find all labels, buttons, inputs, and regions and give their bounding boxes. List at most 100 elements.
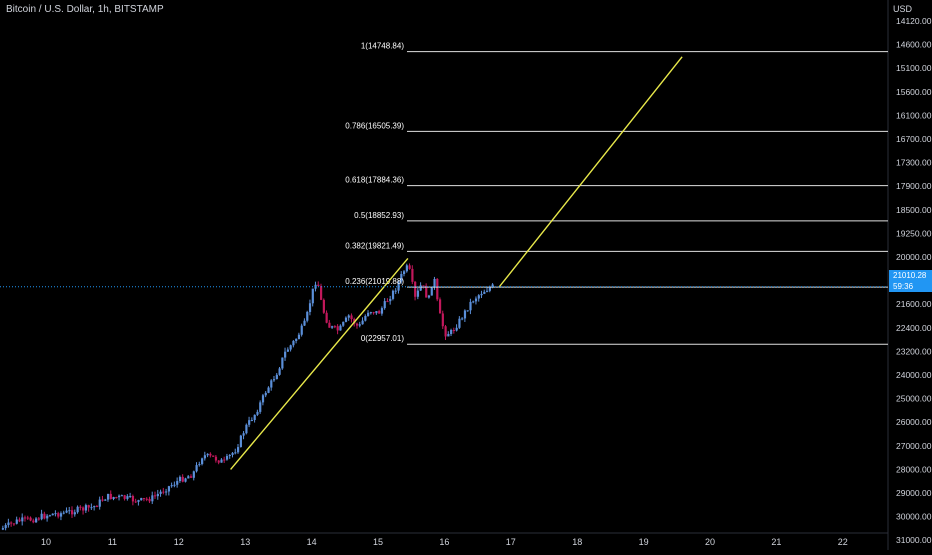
candle-body <box>322 299 325 313</box>
candle-body <box>73 512 76 515</box>
candle-body <box>369 312 373 314</box>
candle-body <box>189 476 193 478</box>
candle-body <box>331 326 334 328</box>
candle-body <box>264 392 267 396</box>
candle-body <box>380 308 384 314</box>
candle-body <box>54 513 57 515</box>
candle-body <box>303 320 306 326</box>
candle-body <box>472 301 475 303</box>
candle-body <box>248 420 251 425</box>
candle-body <box>46 515 49 519</box>
price-tick-label: 27000.00 <box>896 441 932 451</box>
time-tick-label: 20 <box>705 537 715 547</box>
candle-body <box>320 286 323 300</box>
candle-body <box>201 458 204 465</box>
candle-body <box>15 519 18 524</box>
candle-body <box>212 455 215 457</box>
candle-body <box>474 298 478 302</box>
price-tick-label: 24000.00 <box>896 370 932 380</box>
bar-countdown: 59:36 <box>893 282 914 291</box>
candle-body <box>134 501 137 503</box>
candle-body <box>123 495 126 499</box>
price-tick-label: 18500.00 <box>896 205 932 215</box>
candle-body <box>367 312 370 316</box>
time-axis[interactable]: 10 11 12 13 14 15 16 17 18 19 20 21 22 <box>41 537 848 547</box>
candle-body <box>35 518 38 523</box>
fibonacci-retracement[interactable]: 1(14748.84) 0.786(16505.39) 0.618(17884.36… <box>345 42 888 345</box>
candle-body <box>405 265 408 272</box>
candle-body <box>62 512 65 514</box>
currency-label: USD <box>893 4 913 14</box>
candle-body <box>328 322 331 328</box>
price-tick-label: 16100.00 <box>896 110 932 120</box>
fib-level-label: 0.786(16505.39) <box>345 121 404 130</box>
price-tick-label: 17900.00 <box>896 181 932 191</box>
candle-body <box>151 495 154 502</box>
candle-body <box>386 301 389 303</box>
candle-body <box>486 290 489 292</box>
candle-body <box>408 265 411 269</box>
candle-body <box>198 464 201 466</box>
candle-body <box>68 510 71 512</box>
candle-body <box>228 454 231 457</box>
candle-body <box>10 522 13 524</box>
candle-body <box>145 498 148 500</box>
candle-body <box>48 515 52 517</box>
symbol-title[interactable]: Bitcoin / U.S. Dollar, 1h, BITSTAMP <box>6 4 164 15</box>
candle-body <box>425 285 428 298</box>
candle-body <box>336 326 339 331</box>
candle-body <box>350 315 353 320</box>
fib-level-label: 0.382(19821.49) <box>345 241 404 250</box>
candle-body <box>23 517 27 519</box>
candle-body <box>289 345 292 350</box>
candle-body <box>358 324 361 326</box>
candle-body <box>430 287 433 296</box>
price-tick-label: 22400.00 <box>896 323 932 333</box>
price-tick-label: 16700.00 <box>896 134 932 144</box>
candle-body <box>444 326 447 337</box>
candle-body <box>87 505 90 508</box>
candle-body <box>292 340 295 346</box>
price-axis[interactable]: 14120.00 14600.00 15100.00 15600.00 16100.00… <box>896 16 932 545</box>
price-tick-label: 23200.00 <box>896 346 932 356</box>
price-tick-label: 17300.00 <box>896 158 932 168</box>
candle-body <box>137 500 140 502</box>
candle-body <box>237 447 240 453</box>
candle-body <box>306 311 309 321</box>
candle-body <box>480 293 483 296</box>
candle-body <box>364 315 367 321</box>
candle-body <box>142 498 146 500</box>
candle-body <box>156 493 159 497</box>
price-tick-label: 21600.00 <box>896 299 932 309</box>
candle-body <box>372 312 375 314</box>
candle-body <box>389 298 392 302</box>
candle-body <box>450 329 453 335</box>
price-tick-label: 14600.00 <box>896 40 932 50</box>
candle-body <box>261 395 265 403</box>
time-tick-label: 15 <box>373 537 383 547</box>
candle-body <box>98 499 101 507</box>
candle-body <box>93 506 96 508</box>
candle-body <box>106 493 110 500</box>
trend-lines[interactable] <box>230 56 683 470</box>
current-price-value: 21010.28 <box>893 271 927 280</box>
price-tick-label: 28000.00 <box>896 464 932 474</box>
candle-body <box>355 323 359 326</box>
candle-body <box>422 285 425 287</box>
time-tick-label: 11 <box>108 537 117 547</box>
fib-level-label: 0(22957.01) <box>361 334 404 343</box>
candle-body <box>300 325 303 335</box>
time-tick-label: 21 <box>771 537 781 547</box>
time-tick-label: 18 <box>572 537 582 547</box>
candle-body <box>131 495 135 502</box>
candle-body <box>148 498 151 502</box>
candle-body <box>463 310 467 319</box>
candle-body <box>403 271 406 275</box>
candle-body <box>95 506 99 508</box>
candle-body <box>452 329 456 331</box>
trend-line <box>498 56 683 287</box>
time-tick-label: 19 <box>639 537 649 547</box>
candle-body <box>109 493 112 500</box>
